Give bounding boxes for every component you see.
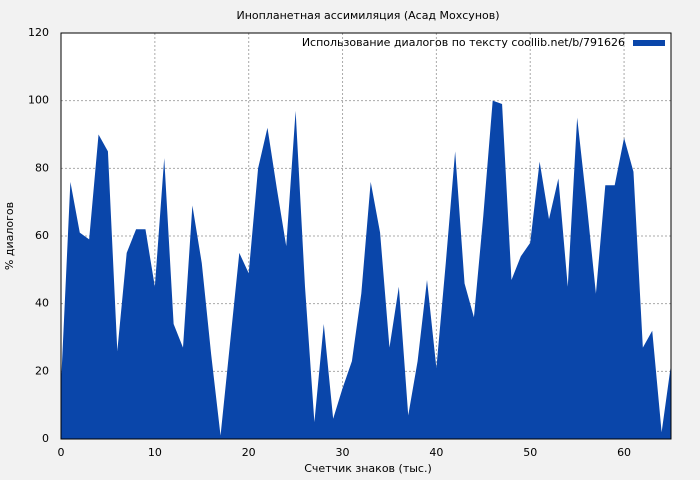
legend-label: Использование диалогов по тексту coollib… (302, 36, 625, 49)
x-tick-label: 60 (617, 446, 631, 459)
x-tick-label: 30 (336, 446, 350, 459)
x-axis-label: Счетчик знаков (тыс.) (304, 462, 432, 475)
y-tick-label: 60 (35, 229, 49, 242)
x-tick-label: 0 (58, 446, 65, 459)
x-tick-label: 50 (523, 446, 537, 459)
y-tick-label: 20 (35, 364, 49, 377)
y-axis-label: % диалогов (3, 202, 16, 270)
legend-swatch (633, 40, 665, 46)
plot-frame (60, 32, 672, 440)
y-tick-label: 120 (28, 26, 49, 39)
y-tick-label: 0 (42, 432, 49, 445)
area (61, 100, 671, 440)
y-tick-label: 40 (35, 297, 49, 310)
x-tick-label: 20 (242, 446, 256, 459)
x-tick-label: 40 (429, 446, 443, 459)
y-tick-label: 100 (28, 94, 49, 107)
chart-title: Инопланетная ассимиляция (Асад Мохсунов) (236, 9, 499, 22)
y-tick-label: 80 (35, 161, 49, 174)
x-tick-label: 10 (148, 446, 162, 459)
